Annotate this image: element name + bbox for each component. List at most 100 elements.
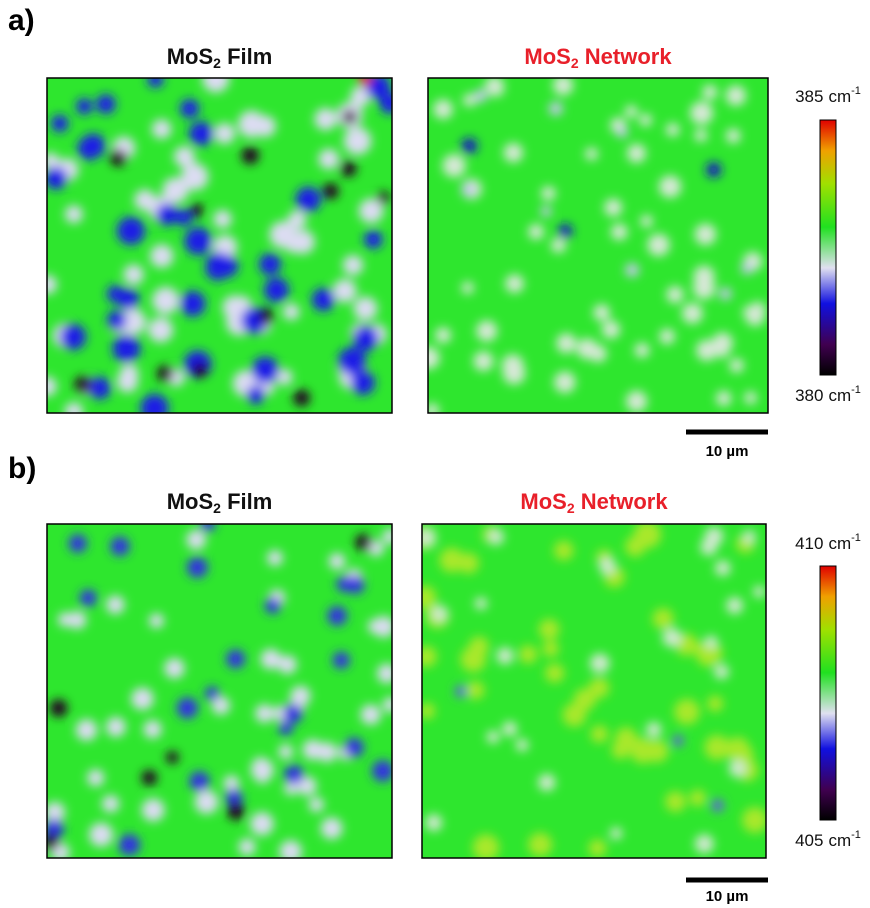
map-spot <box>227 802 245 821</box>
map-spot <box>625 390 648 412</box>
map-spot <box>186 529 207 550</box>
map-spot <box>486 730 500 744</box>
colorbar-value: 405 <box>795 831 823 850</box>
title-text: MoS <box>167 44 213 69</box>
map-spot <box>700 538 718 556</box>
map-spot <box>540 206 552 217</box>
map-spot <box>707 695 724 712</box>
map-spot <box>322 183 339 200</box>
map-spot <box>255 769 270 784</box>
map-spot <box>435 327 452 344</box>
panel-label: a) <box>8 4 35 37</box>
map-spot <box>278 744 293 759</box>
map-spot <box>728 759 747 778</box>
map-spot <box>379 92 392 114</box>
map-spot <box>428 346 440 370</box>
map-spot <box>79 589 97 607</box>
map-spot <box>466 681 485 700</box>
map-spot <box>488 529 504 545</box>
map-spot <box>658 175 682 198</box>
map-spot <box>528 224 544 240</box>
map-spot <box>357 78 372 86</box>
map-spot <box>371 760 392 782</box>
colorbar-superscript: -1 <box>851 85 861 97</box>
map-spot <box>672 735 684 747</box>
map-spot <box>461 138 478 154</box>
map-spot <box>255 704 274 723</box>
map-spot <box>714 664 729 680</box>
map-spot <box>238 838 256 856</box>
map-spot <box>665 123 680 137</box>
map-spot <box>589 653 610 674</box>
map-spot <box>496 647 514 665</box>
map-spot <box>119 308 146 336</box>
colorbar-label: 385 cm-1 <box>795 85 861 107</box>
map-spot <box>610 223 628 241</box>
map-spot <box>140 394 169 413</box>
colorbar-value: 380 <box>795 386 823 405</box>
map-spot <box>47 152 60 170</box>
map-spot <box>753 585 766 598</box>
map-spot <box>719 287 732 300</box>
colorbar-superscript: -1 <box>851 532 861 544</box>
map-spot <box>205 255 231 281</box>
map-spot <box>441 549 459 566</box>
map-spot <box>180 291 206 317</box>
map-spot <box>716 390 732 407</box>
map-spot <box>474 597 488 610</box>
map-spot <box>742 530 756 544</box>
scale-bar-label: 10 µm <box>706 888 749 905</box>
map-spot <box>573 688 596 711</box>
map-spot <box>548 101 563 116</box>
map-background <box>47 524 392 858</box>
map-spot <box>554 371 576 394</box>
map-spot <box>260 648 281 670</box>
map-spot <box>343 127 372 155</box>
map-spot <box>593 304 610 321</box>
map-spot <box>690 101 714 125</box>
raman-map <box>428 78 768 413</box>
map-spot <box>264 597 281 614</box>
map-spot <box>503 142 524 163</box>
scale-bar <box>686 877 768 883</box>
map-spot <box>297 776 317 796</box>
map-spot <box>431 605 448 622</box>
map-spot <box>225 788 243 807</box>
colorbar-superscript: -1 <box>851 829 861 841</box>
map-spot <box>704 635 718 649</box>
map-spot <box>302 739 323 760</box>
map-spot <box>278 721 293 736</box>
map-spot <box>382 528 392 545</box>
map-spot <box>180 99 200 119</box>
map-spot <box>542 640 559 658</box>
map-spot <box>211 696 231 715</box>
title-subscript: 2 <box>571 55 579 71</box>
colorbar-label: 380 cm-1 <box>795 384 861 406</box>
map-frame <box>46 77 393 414</box>
map-spot <box>666 286 684 304</box>
map-spot <box>338 347 367 376</box>
map-spot <box>342 255 364 276</box>
map-frame <box>46 523 393 859</box>
map-spot <box>616 126 628 138</box>
map-spot <box>250 812 274 836</box>
map-spot <box>615 727 638 750</box>
map-spot <box>192 362 208 378</box>
map-spot <box>588 677 610 699</box>
map-spot <box>625 263 639 278</box>
map-spot <box>364 230 383 249</box>
map-spot <box>725 85 747 106</box>
map-spot <box>442 154 466 178</box>
map-spot <box>101 795 120 813</box>
map-spot <box>368 540 384 557</box>
map-spot <box>544 663 565 683</box>
map-spot <box>47 376 57 397</box>
map-spot <box>77 136 101 161</box>
map-spot <box>630 737 656 764</box>
map-spot <box>318 148 340 170</box>
map-spot <box>151 119 172 139</box>
map-spot <box>706 162 722 178</box>
raman-map <box>47 78 392 413</box>
map-spot <box>47 166 68 190</box>
map-spot <box>332 651 350 669</box>
